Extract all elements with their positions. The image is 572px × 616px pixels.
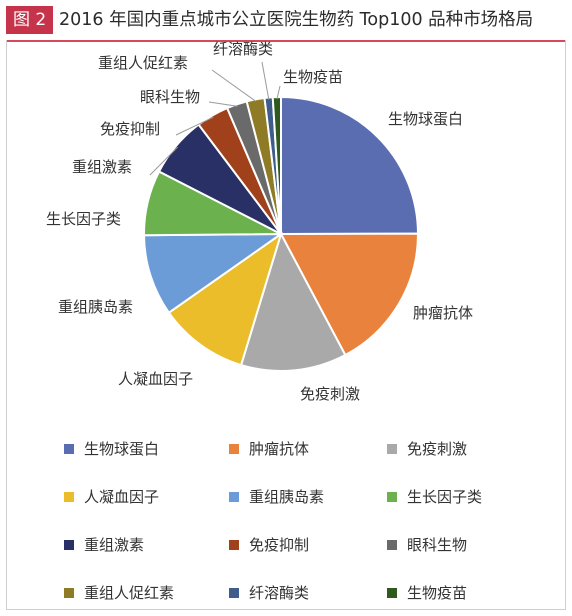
legend-label: 免疫抑制 — [249, 536, 310, 554]
leader-line-10 — [211, 69, 257, 102]
pie-slice-3 — [239, 231, 347, 372]
chart-header: 图 2 2016 年国内重点城市公立医院生物药 Top100 品种市场格局 — [6, 4, 566, 42]
legend-label: 生物疫苗 — [407, 584, 468, 602]
slice-label-3: 免疫刺激 — [300, 385, 360, 403]
legend-item: 生长因子类 — [387, 486, 482, 508]
legend-item: 免疫刺激 — [387, 438, 467, 460]
slice-label-12: 生物疫苗 — [283, 68, 343, 86]
slice-label-5: 重组胰岛素 — [58, 298, 133, 316]
leader-line-9 — [208, 101, 238, 107]
legend-swatch — [387, 539, 397, 550]
legend-swatch — [64, 443, 74, 454]
legend-label: 人凝血因子 — [84, 488, 160, 506]
slice-label-6: 生长因子类 — [46, 210, 121, 228]
slice-label-2: 肿瘤抗体 — [413, 304, 473, 322]
legend-label: 纤溶酶类 — [249, 584, 310, 602]
slice-label-11: 纤溶酶类 — [213, 40, 273, 58]
leader-line-11 — [261, 61, 270, 100]
legend-label: 重组激素 — [84, 536, 145, 554]
legend-label: 肿瘤抗体 — [249, 440, 310, 458]
legend-item: 重组激素 — [64, 534, 144, 556]
legend-item: 生物疫苗 — [387, 582, 467, 604]
legend-item: 纤溶酶类 — [229, 582, 309, 604]
chart-title: 2016 年国内重点城市公立医院生物药 Top100 品种市场格局 — [59, 10, 534, 30]
legend-swatch — [387, 491, 397, 502]
legend-item: 人凝血因子 — [64, 486, 159, 508]
legend-swatch — [64, 491, 74, 502]
pie-slice-1 — [280, 95, 420, 236]
legend-swatch — [229, 587, 239, 598]
legend-label: 重组人促红素 — [84, 584, 175, 602]
legend-label: 生物球蛋白 — [84, 440, 160, 458]
legend-swatch — [229, 539, 239, 550]
legend-item: 重组人促红素 — [64, 582, 174, 604]
pie-slice-12 — [271, 95, 282, 235]
legend-label: 重组胰岛素 — [249, 488, 325, 506]
legend-swatch — [64, 587, 74, 598]
legend-swatch — [387, 587, 397, 598]
slice-label-4: 人凝血因子 — [118, 370, 193, 388]
legend-swatch — [229, 443, 239, 454]
leader-line-8 — [175, 116, 214, 136]
pie-slice-2 — [279, 232, 419, 357]
slice-label-9: 眼科生物 — [140, 88, 200, 106]
slice-label-8: 免疫抑制 — [100, 120, 160, 138]
slice-label-7: 重组激素 — [72, 158, 132, 176]
legend-item: 重组胰岛素 — [229, 486, 324, 508]
legend-label: 免疫刺激 — [407, 440, 468, 458]
legend-item: 眼科生物 — [387, 534, 467, 556]
slice-label-10: 重组人促红素 — [98, 54, 188, 72]
legend-swatch — [229, 491, 239, 502]
legend-label: 眼科生物 — [407, 536, 468, 554]
figure-badge: 图 2 — [6, 6, 54, 34]
legend-item: 肿瘤抗体 — [229, 438, 309, 460]
title-divider — [6, 40, 566, 42]
legend-item: 免疫抑制 — [229, 534, 309, 556]
leader-line-12 — [276, 85, 281, 100]
slice-label-1: 生物球蛋白 — [388, 110, 463, 128]
legend-label: 生长因子类 — [407, 488, 483, 506]
legend-item: 生物球蛋白 — [64, 438, 159, 460]
pie-slice-4 — [167, 231, 283, 367]
chart-frame — [6, 40, 566, 610]
legend-swatch — [64, 539, 74, 550]
leader-line-7 — [149, 146, 179, 176]
legend-swatch — [387, 443, 397, 454]
pie-slice-5 — [142, 232, 285, 315]
